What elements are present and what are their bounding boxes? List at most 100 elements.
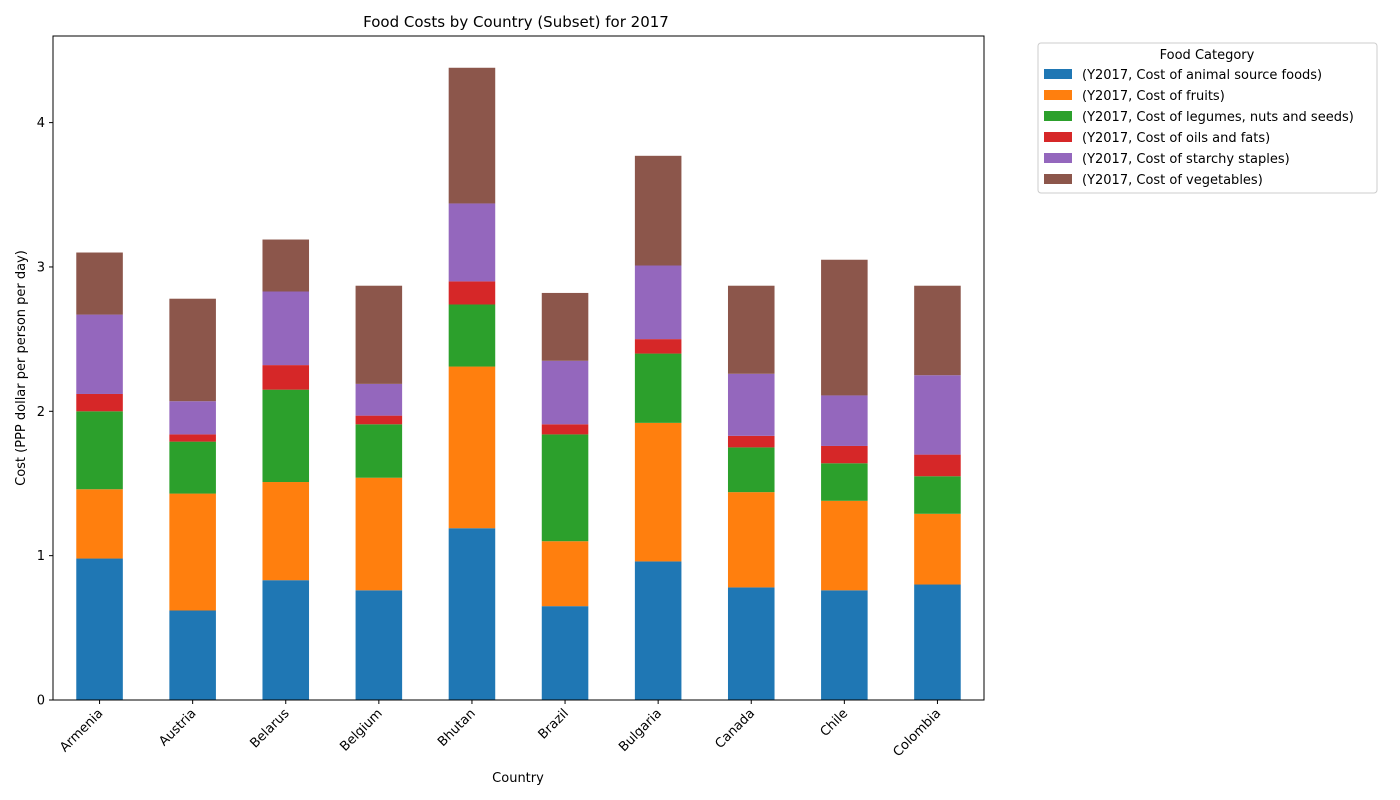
bar-brazil-series-1 [541,541,589,607]
bar-canada-series-5 [727,285,775,374]
legend-swatch [1044,132,1072,142]
legend-entry-label: (Y2017, Cost of fruits) [1082,89,1225,104]
bar-brazil-series-3 [541,424,589,435]
legend: Food Category (Y2017, Cost of animal sou… [1037,42,1378,194]
bar-austria-series-3 [169,434,216,442]
legend-swatch [1044,90,1072,100]
bar-colombia-series-2 [914,476,961,514]
y-axis-ticks: 0 1 2 3 4 [37,116,53,709]
bar-belarus-series-1 [262,482,310,581]
bar-canada-series-1 [727,492,775,588]
bar-bhutan-series-2 [448,304,496,367]
bar-bulgaria-series-4 [634,265,682,340]
x-axis-ticks: Armenia Austria Belarus Belgium Bhutan Brazil… [57,700,944,760]
legend-swatch [1044,153,1072,163]
bar-colombia-series-5 [914,285,961,376]
legend-frame [1037,42,1378,194]
y-tick-label: 1 [37,549,45,564]
bar-belgium-series-1 [355,477,403,591]
bar-belarus-series-0 [262,580,310,700]
x-tick-label-belgium: Belgium [337,706,385,754]
legend-entry-label: (Y2017, Cost of animal source foods) [1082,68,1322,83]
bar-belarus-series-5 [262,239,310,292]
bar-austria-series-1 [169,493,216,611]
bar-armenia-series-0 [76,558,123,700]
x-tick-label-brazil: Brazil [536,706,572,742]
bar-armenia-series-5 [76,252,123,315]
legend-entry-label: (Y2017, Cost of oils and fats) [1082,131,1270,146]
legend-items: (Y2017, Cost of animal source foods) (Y20… [1044,68,1354,188]
legend-swatch [1044,111,1072,121]
bar-chile-series-3 [821,445,868,464]
legend-entry-label: (Y2017, Cost of starchy staples) [1082,152,1290,167]
axes-layer [52,35,985,701]
y-axis-label: Cost (PPP dollar per person per day) [14,250,29,486]
bar-belgium-series-2 [355,424,403,478]
bar-belarus-series-4 [262,291,310,366]
bar-bhutan-series-5 [448,67,496,204]
bars-layer [76,67,961,700]
plot-frame [52,35,985,701]
x-tick-label-canada: Canada [712,706,758,752]
bar-brazil-series-2 [541,434,589,542]
bar-armenia-series-1 [76,489,123,559]
bar-austria-series-4 [169,401,216,435]
bar-colombia-series-0 [914,584,961,700]
bar-chile-series-0 [821,590,868,700]
bar-belgium-series-0 [355,590,403,700]
bar-canada-series-0 [727,587,775,700]
y-tick-label: 0 [37,694,45,709]
x-tick-label-chile: Chile [818,706,852,740]
bar-belgium-series-3 [355,415,403,425]
x-tick-label-austria: Austria [156,706,199,749]
bar-austria-series-2 [169,441,216,494]
bar-colombia-series-1 [914,513,961,585]
y-tick-label: 4 [37,116,45,131]
bar-chile-series-2 [821,463,868,501]
chart-title: Food Costs by Country (Subset) for 2017 [363,13,669,31]
bar-armenia-series-3 [76,393,123,412]
bar-bulgaria-series-0 [634,561,682,700]
bar-colombia-series-4 [914,375,961,455]
bar-armenia-series-2 [76,411,123,490]
legend-title: Food Category [1160,48,1255,63]
bar-bulgaria-series-5 [634,155,682,266]
x-tick-label-bulgaria: Bulgaria [616,706,665,755]
x-tick-label-colombia: Colombia [890,706,944,760]
legend-entry-label: (Y2017, Cost of vegetables) [1082,173,1263,188]
bar-brazil-series-0 [541,606,589,700]
bar-bhutan-series-3 [448,281,496,305]
bar-canada-series-3 [727,435,775,448]
bar-colombia-series-3 [914,454,961,477]
x-tick-label-armenia: Armenia [57,706,106,755]
bar-bulgaria-series-2 [634,353,682,423]
legend-swatch [1044,174,1072,184]
bar-armenia-series-4 [76,314,123,394]
y-tick-label: 3 [37,260,45,275]
bar-bulgaria-series-1 [634,422,682,562]
bar-chile-series-4 [821,395,868,446]
x-axis-label: Country [492,771,544,786]
bar-chile-series-1 [821,500,868,591]
bar-austria-series-5 [169,298,216,402]
bar-bhutan-series-4 [448,203,496,282]
bar-canada-series-2 [727,447,775,493]
bar-brazil-series-5 [541,292,589,361]
bar-austria-series-0 [169,610,216,700]
bar-belarus-series-2 [262,389,310,483]
bar-canada-series-4 [727,373,775,436]
bar-belgium-series-5 [355,285,403,384]
x-tick-label-bhutan: Bhutan [435,706,479,750]
bar-bhutan-series-0 [448,528,496,700]
bar-belarus-series-3 [262,365,310,390]
bar-belgium-series-4 [355,383,403,416]
bar-brazil-series-4 [541,360,589,425]
bar-chile-series-5 [821,259,868,396]
y-tick-label: 2 [37,405,45,420]
bar-bhutan-series-1 [448,366,496,529]
bar-bulgaria-series-3 [634,339,682,354]
x-tick-label-belarus: Belarus [247,706,292,751]
legend-swatch [1044,69,1072,79]
